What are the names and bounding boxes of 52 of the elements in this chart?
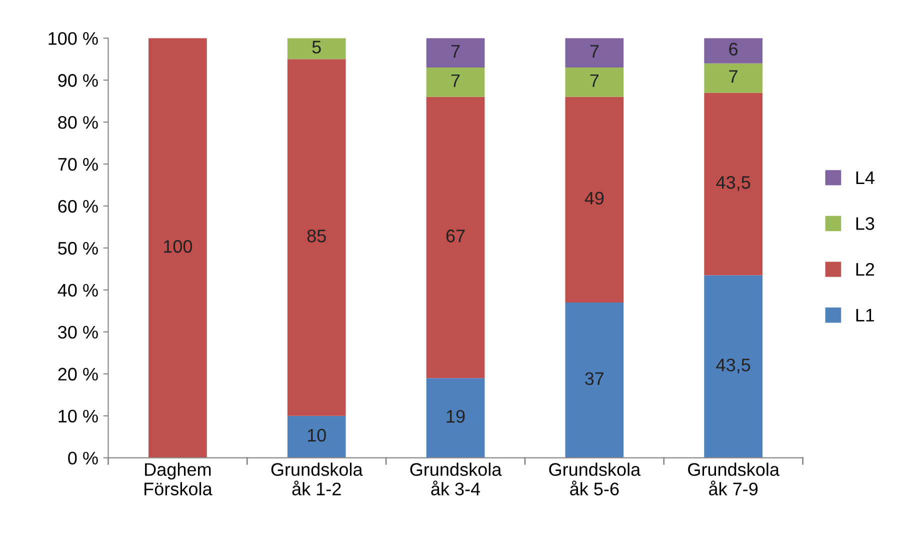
data-label: 43,5 (716, 176, 750, 191)
bar (426, 96, 485, 378)
y-tick-label: 70 % (58, 158, 98, 171)
bar (565, 96, 624, 303)
legend-label: L4 (856, 172, 874, 184)
y-tick-label: 20 % (58, 368, 98, 381)
y-tick-label: 80 % (58, 116, 98, 129)
bar (287, 59, 346, 416)
bar (287, 416, 346, 458)
bar (565, 302, 624, 458)
y-tick-label: 40 % (58, 284, 98, 297)
y-tick-label: 0 % (68, 452, 98, 465)
data-label: 5 (312, 40, 321, 54)
data-label: 85 (307, 230, 326, 242)
y-tick-label: 90 % (58, 74, 98, 87)
data-label: 7 (729, 70, 738, 83)
x-tick-label: Grundskola åk 5-6 (549, 462, 641, 496)
y-tick-label: 30 % (58, 326, 98, 339)
x-tick-label: Grundskola åk 7-9 (688, 462, 780, 496)
data-label: 43,5 (716, 358, 750, 374)
data-label: 7 (451, 45, 460, 58)
data-label: 7 (590, 74, 599, 87)
bar (565, 38, 624, 68)
data-label: 67 (446, 230, 465, 242)
x-tick-label: Daghem Förskola (144, 462, 212, 496)
bar (704, 38, 762, 64)
data-label: 49 (584, 192, 604, 205)
data-label: 19 (446, 410, 465, 423)
bar (565, 68, 624, 97)
bar (704, 63, 762, 93)
bar (287, 38, 346, 60)
legend-label: L1 (856, 308, 874, 322)
legend-label: L2 (856, 262, 874, 276)
legend-label: L3 (856, 217, 874, 230)
data-label: 10 (308, 428, 326, 442)
bar (426, 38, 485, 68)
data-label: 7 (451, 74, 460, 87)
y-tick-label: 50 % (58, 242, 98, 255)
bar (426, 68, 485, 97)
x-tick-label: Grundskola åk 1-2 (271, 462, 363, 496)
data-label: 7 (590, 45, 599, 58)
bar (426, 378, 485, 458)
y-tick-label: 100 % (48, 32, 98, 45)
bar (704, 275, 762, 458)
bar (704, 92, 762, 276)
x-tick-label: Grundskola åk 3-4 (410, 462, 502, 496)
y-tick-label: 10 % (58, 410, 98, 423)
data-label: 100 (164, 240, 192, 253)
bar (148, 38, 207, 458)
data-label: 6 (729, 42, 738, 56)
data-label: 37 (585, 372, 604, 386)
y-tick-label: 60 % (58, 200, 98, 213)
